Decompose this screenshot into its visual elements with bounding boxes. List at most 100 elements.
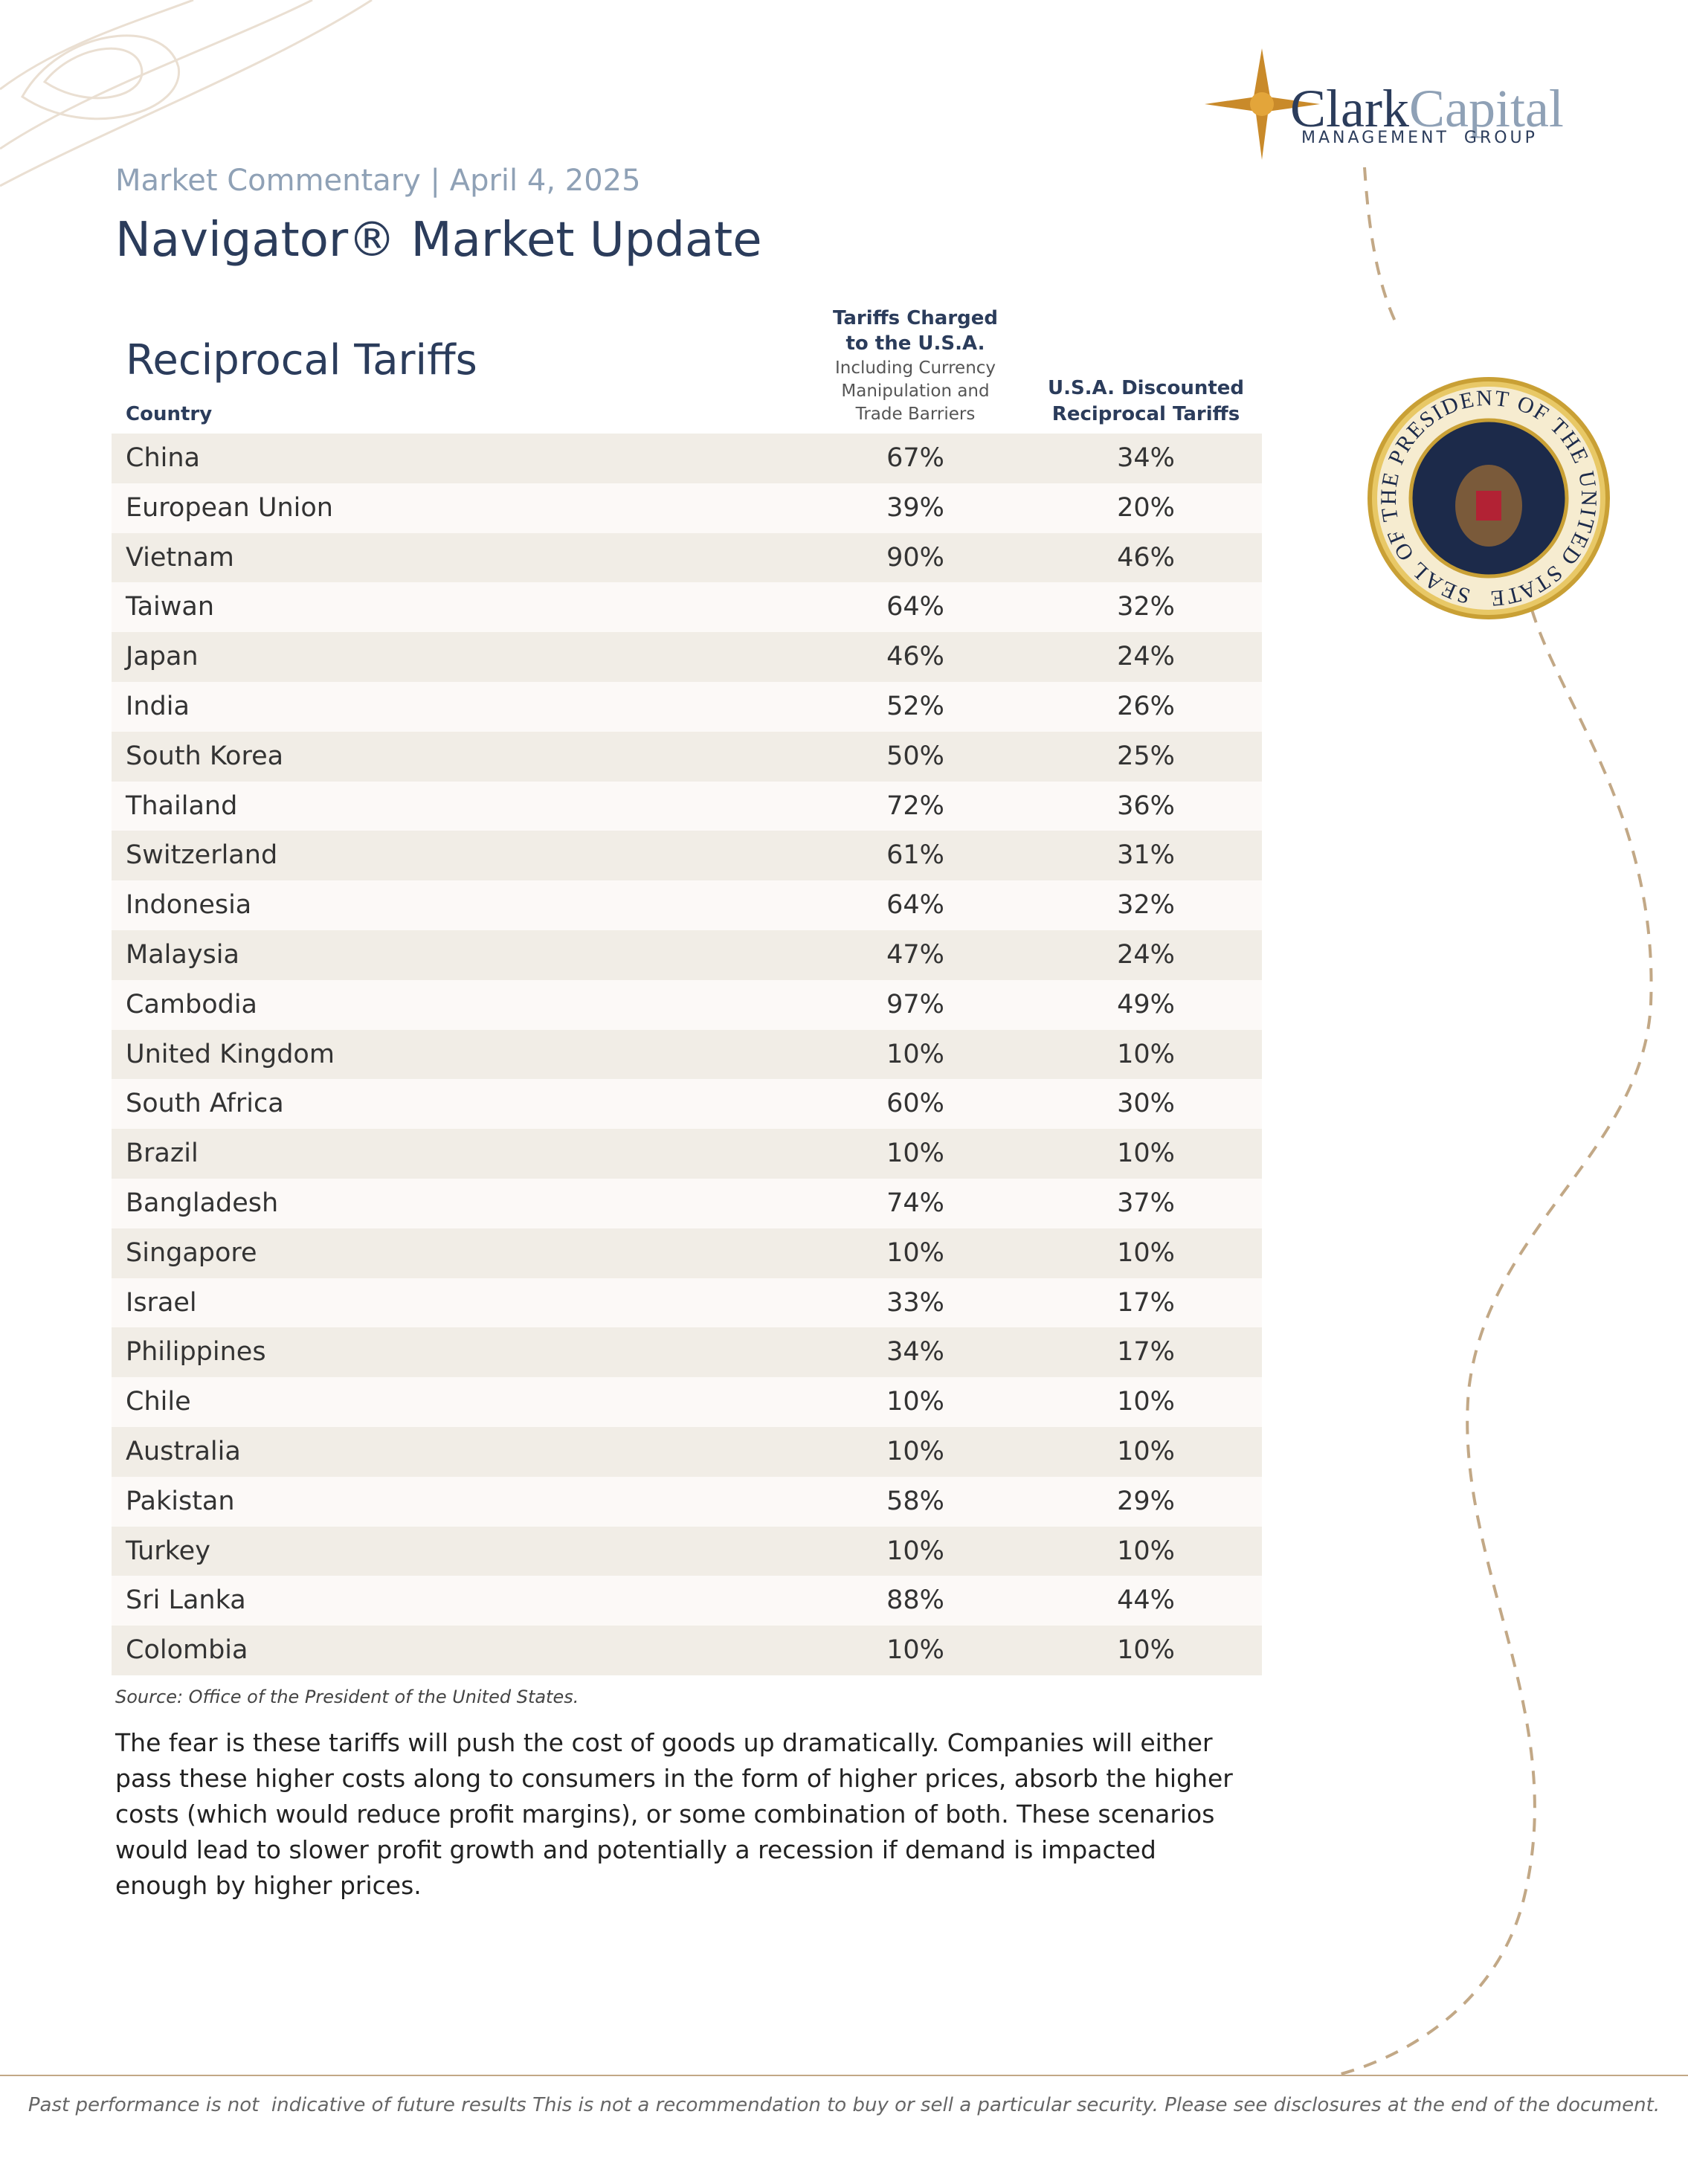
table-title: Reciprocal Tariffs xyxy=(126,336,477,384)
country: Pakistan xyxy=(126,1486,235,1516)
logo-sub: MANAGEMENT xyxy=(1301,129,1449,147)
title: Navigator® Market Update xyxy=(115,213,762,268)
tariff-charged: 33% xyxy=(886,1287,944,1318)
tariff-charged: 10% xyxy=(886,1138,944,1169)
tariff-charged: 47% xyxy=(886,940,944,970)
logo-text: Clark xyxy=(1290,79,1409,138)
table-row: Singapore 10% 10% xyxy=(112,1228,1262,1278)
column-header: Country xyxy=(126,403,213,425)
table-row: Philippines 34% 17% xyxy=(112,1327,1262,1378)
tariff-reciprocal: 10% xyxy=(1117,1138,1175,1169)
table-row: Chile 10% 10% xyxy=(112,1377,1262,1428)
tariff-charged: 90% xyxy=(886,542,944,573)
tariff-charged: 50% xyxy=(886,741,944,771)
table-row: South Africa 60% 30% xyxy=(112,1079,1262,1130)
table-row: United Kingdom 10% 10% xyxy=(112,1029,1262,1080)
table-row: Japan 46% 24% xyxy=(112,632,1262,683)
tariff-reciprocal: 17% xyxy=(1117,1337,1175,1368)
country: Chile xyxy=(126,1387,191,1417)
body-text: The fear is these tariffs will push the … xyxy=(115,1728,1233,1900)
country: Malaysia xyxy=(126,940,239,970)
tariff-reciprocal: 24% xyxy=(1117,940,1175,970)
country: Singapore xyxy=(126,1237,257,1268)
table-row: Thailand 72% 36% xyxy=(112,781,1262,831)
tariff-reciprocal: 20% xyxy=(1117,492,1175,523)
country: Colombia xyxy=(126,1635,248,1666)
footer: Past performance is not indicative of fu… xyxy=(28,2094,1660,2116)
table-row: India 52% 26% xyxy=(112,682,1262,732)
table-row: Colombia 10% 10% xyxy=(112,1626,1262,1676)
table-row: Malaysia 47% 24% xyxy=(112,930,1262,980)
tariff-reciprocal: 26% xyxy=(1117,692,1175,721)
tariff-charged: 58% xyxy=(886,1486,944,1516)
svg-text:ClarkCapital: ClarkCapital xyxy=(1290,79,1564,138)
tariff-reciprocal: 46% xyxy=(1117,542,1175,573)
tariff-reciprocal: 37% xyxy=(1117,1188,1175,1218)
tariff-reciprocal: 10% xyxy=(1117,1635,1175,1666)
tariff-charged: 10% xyxy=(886,1536,944,1566)
tariff-charged: 34% xyxy=(886,1337,944,1368)
country: Indonesia xyxy=(126,890,252,921)
column-header: Including Currency xyxy=(834,358,996,378)
column-header: to the U.S.A. xyxy=(845,332,985,355)
table-row: Australia 10% 10% xyxy=(112,1427,1262,1477)
table-row: Turkey 10% 10% xyxy=(112,1526,1262,1576)
logo-text: Capital xyxy=(1409,79,1564,138)
column-header: Trade Barriers xyxy=(855,405,976,424)
tariff-charged: 60% xyxy=(886,1089,944,1119)
tariff-reciprocal: 44% xyxy=(1117,1585,1175,1616)
country: Switzerland xyxy=(126,840,278,871)
country: India xyxy=(126,692,190,721)
tariff-charged: 10% xyxy=(886,1437,944,1466)
country: Japan xyxy=(126,642,199,672)
table-row: Vietnam 90% 46% xyxy=(112,532,1262,583)
tariff-reciprocal: 10% xyxy=(1117,1237,1175,1268)
tariff-charged: 46% xyxy=(886,642,944,672)
column-header: Manipulation and xyxy=(841,381,990,401)
tariff-charged: 97% xyxy=(886,989,944,1019)
country: Thailand xyxy=(126,790,238,821)
tariff-reciprocal: 32% xyxy=(1117,592,1175,622)
tariff-charged: 64% xyxy=(886,592,944,622)
tariff-charged: 10% xyxy=(886,1635,944,1666)
table-row: Bangladesh 74% 37% xyxy=(112,1179,1262,1228)
tariff-reciprocal: 36% xyxy=(1117,790,1175,821)
compass-logo xyxy=(1205,48,1320,160)
country: Taiwan xyxy=(126,592,215,622)
tariff-charged: 10% xyxy=(886,1237,944,1268)
logo-sub: GROUP xyxy=(1464,129,1538,147)
table-row: South Korea 50% 25% xyxy=(112,731,1262,782)
tariff-reciprocal: 10% xyxy=(1117,1387,1175,1417)
tariff-reciprocal: 24% xyxy=(1117,642,1175,672)
tariff-reciprocal: 10% xyxy=(1117,1536,1175,1566)
country: China xyxy=(126,443,200,473)
country: Sri Lanka xyxy=(126,1585,246,1616)
country: Vietnam xyxy=(126,542,234,573)
dashed-path xyxy=(1338,167,1653,2076)
country: Turkey xyxy=(126,1536,210,1566)
tariff-reciprocal: 32% xyxy=(1117,890,1175,921)
country: European Union xyxy=(126,492,333,523)
tariff-reciprocal: 31% xyxy=(1117,840,1175,871)
tariff-charged: 10% xyxy=(886,1387,944,1417)
country: Cambodia xyxy=(126,989,257,1019)
tariff-reciprocal: 10% xyxy=(1117,1437,1175,1466)
column-header: U.S.A. Discounted xyxy=(1047,377,1245,399)
source: Source: Office of the President of the U… xyxy=(115,1687,579,1707)
topo-lines xyxy=(0,0,373,187)
country: Brazil xyxy=(126,1138,199,1169)
table-row: Taiwan 64% 32% xyxy=(112,582,1262,633)
country: Philippines xyxy=(126,1337,266,1368)
tariff-charged: 10% xyxy=(886,1039,944,1069)
tariff-charged: 61% xyxy=(886,840,944,871)
tariff-charged: 52% xyxy=(886,692,944,721)
table-row: European Union 39% 20% xyxy=(112,483,1262,533)
tariff-charged: 74% xyxy=(886,1188,944,1218)
country: Australia xyxy=(126,1437,241,1466)
tariff-charged: 39% xyxy=(886,492,944,523)
country: Bangladesh xyxy=(126,1188,279,1218)
tariff-charged: 72% xyxy=(886,790,944,821)
table-row: Switzerland 61% 31% xyxy=(112,831,1262,881)
